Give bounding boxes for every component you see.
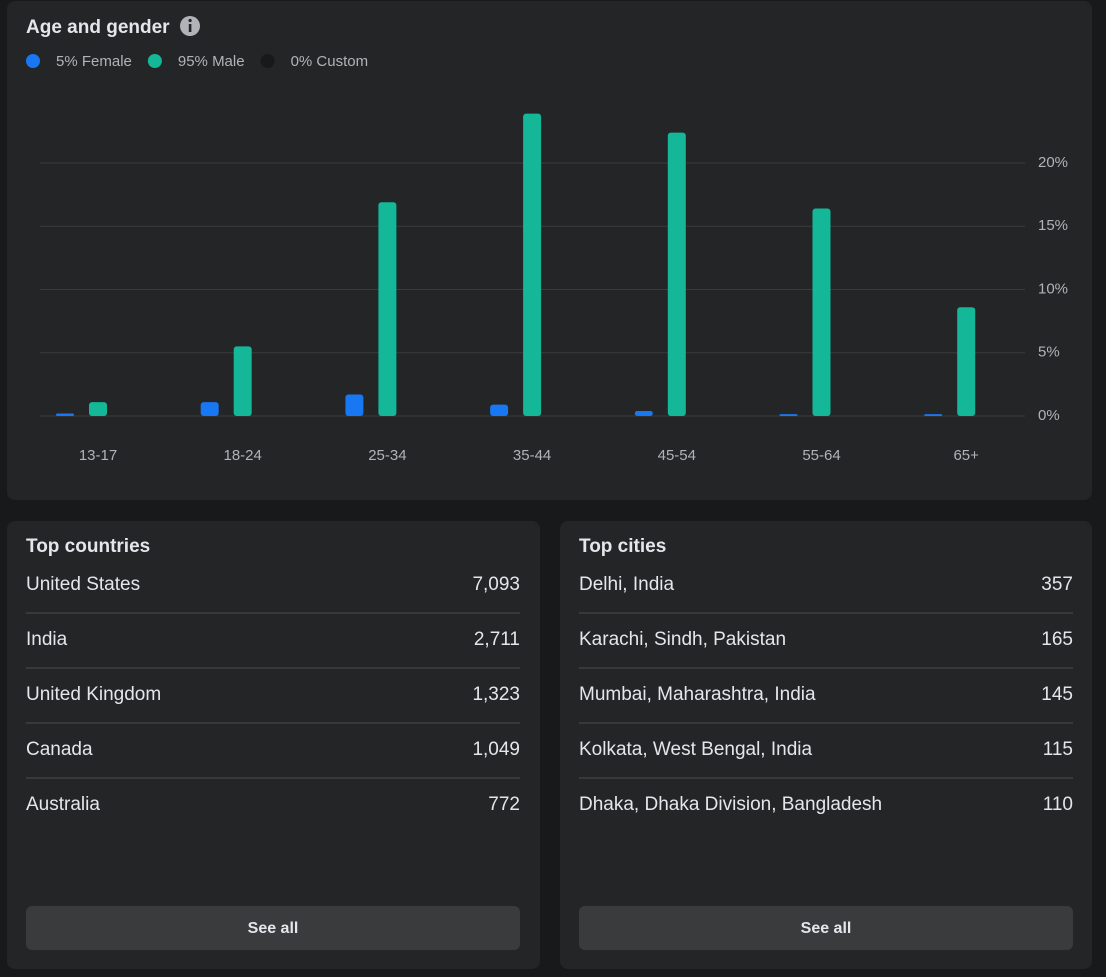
info-icon[interactable] — [180, 16, 200, 36]
y-tick-label: 10% — [1038, 280, 1068, 297]
row-label: Dhaka, Dhaka Division, Bangladesh — [579, 794, 882, 815]
legend-dot — [26, 54, 40, 68]
row-value: 110 — [1043, 794, 1073, 815]
bar — [56, 413, 74, 416]
table-title: Top cities — [579, 536, 666, 557]
row-value: 7,093 — [472, 574, 520, 595]
row-value: 1,049 — [472, 739, 520, 760]
row-value: 772 — [488, 794, 520, 815]
bar — [957, 307, 976, 416]
y-tick-label: 5% — [1038, 344, 1060, 361]
bar — [667, 132, 686, 416]
row-value: 115 — [1043, 739, 1073, 760]
x-tick-label: 18-24 — [224, 447, 262, 464]
row-label: Delhi, India — [579, 574, 674, 595]
chart-card — [7, 1, 1092, 500]
bar — [779, 414, 798, 416]
row-label: Mumbai, Maharashtra, India — [579, 684, 816, 705]
bar — [345, 394, 364, 416]
legend-dot — [260, 54, 275, 68]
bar — [378, 202, 397, 416]
x-tick-label: 55-64 — [802, 447, 840, 464]
bar — [634, 410, 653, 416]
y-tick-label: 20% — [1038, 154, 1068, 171]
x-tick-label: 25-34 — [368, 447, 406, 464]
see-all-label[interactable]: See all — [801, 920, 852, 937]
bar — [523, 113, 542, 416]
bar — [89, 402, 107, 416]
legend-label: 5% Female — [56, 53, 132, 70]
see-all-button[interactable] — [26, 906, 520, 950]
row-label: United Kingdom — [26, 684, 161, 705]
row-value: 1,323 — [472, 684, 520, 705]
bar — [200, 402, 219, 416]
row-value: 165 — [1041, 629, 1073, 650]
bar — [812, 208, 831, 416]
x-tick-label: 35-44 — [513, 447, 551, 464]
row-label: Kolkata, West Bengal, India — [579, 739, 812, 760]
row-value: 357 — [1041, 574, 1073, 595]
row-label: Australia — [26, 794, 100, 815]
row-label: India — [26, 629, 68, 650]
x-tick-label: 45-54 — [658, 447, 696, 464]
bar — [490, 404, 509, 416]
bar — [924, 414, 943, 416]
row-label: Canada — [26, 739, 93, 760]
row-label: United States — [26, 574, 140, 595]
see-all-button[interactable] — [579, 906, 1073, 950]
row-value: 145 — [1041, 684, 1073, 705]
legend-label: 95% Male — [178, 53, 245, 70]
see-all-label[interactable]: See all — [248, 920, 299, 937]
x-tick-label: 65+ — [953, 447, 979, 464]
chart-title: Age and gender — [26, 17, 170, 38]
legend-dot — [147, 54, 162, 68]
table-title: Top countries — [26, 536, 150, 557]
y-tick-label: 0% — [1038, 407, 1060, 424]
y-tick-label: 15% — [1038, 217, 1068, 234]
bar — [233, 346, 252, 416]
cities-card — [560, 521, 1092, 969]
legend-label: 0% Custom — [291, 53, 369, 70]
row-label: Karachi, Sindh, Pakistan — [579, 629, 786, 650]
x-tick-label: 13-17 — [79, 447, 117, 464]
row-value: 2,711 — [474, 629, 520, 650]
countries-card — [7, 521, 540, 969]
